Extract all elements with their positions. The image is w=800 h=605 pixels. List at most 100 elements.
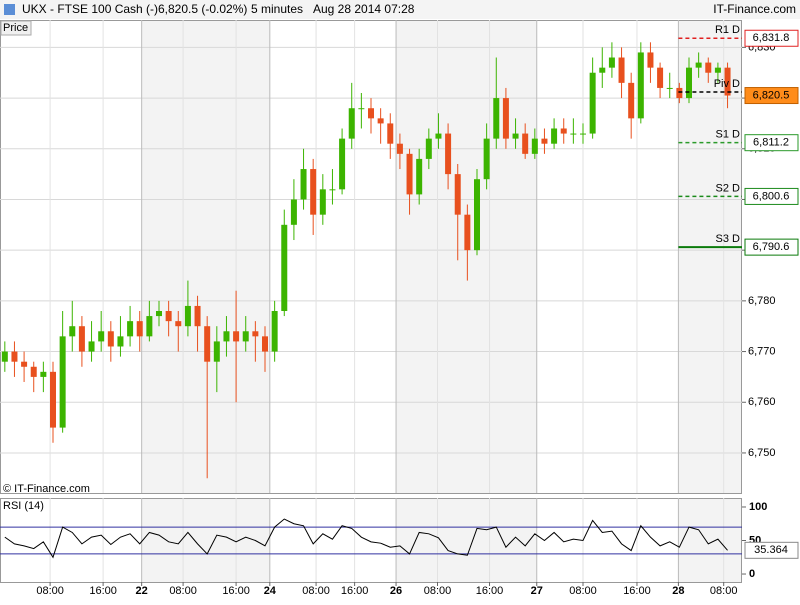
candle-body xyxy=(637,52,644,119)
candle-body xyxy=(117,336,124,347)
x-tick-label: 08:00 xyxy=(302,585,330,597)
interval: 5 minutes xyxy=(251,2,303,16)
panel-label: Price xyxy=(3,22,28,34)
candle-body xyxy=(136,321,143,337)
candle-body xyxy=(165,310,172,322)
candle-body xyxy=(233,331,240,342)
level-name: S3 D xyxy=(716,233,741,245)
level-name: R1 D xyxy=(715,24,740,36)
candle-body xyxy=(358,108,365,110)
candle-body xyxy=(599,67,606,73)
quote: 6,820.5 (-0.02%) xyxy=(158,2,247,16)
candle-body xyxy=(589,72,596,134)
candle-body xyxy=(21,361,28,367)
candle-body xyxy=(300,169,307,200)
candle-body xyxy=(50,371,56,428)
x-tick-label: 28 xyxy=(672,585,684,597)
candle-body xyxy=(512,133,519,139)
candle-body xyxy=(88,341,95,352)
candle-body xyxy=(464,214,471,251)
candle-body xyxy=(445,133,452,175)
candle-body xyxy=(98,331,105,342)
x-tick-label: 16:00 xyxy=(222,585,250,597)
candle-body xyxy=(1,351,8,362)
candle-body xyxy=(262,336,268,352)
candle-body xyxy=(387,123,394,144)
candle-body xyxy=(310,169,317,215)
candle-body xyxy=(714,67,721,73)
candle-body xyxy=(570,133,577,135)
candle-body xyxy=(319,189,326,215)
copyright: © IT-Finance.com xyxy=(3,483,90,495)
candle-body xyxy=(522,133,529,154)
candle-body xyxy=(657,67,664,88)
x-tick-label: 27 xyxy=(531,585,543,597)
candle-body xyxy=(608,57,615,68)
candle-body xyxy=(580,133,586,135)
candle-body xyxy=(618,57,625,83)
candle-body xyxy=(435,133,442,139)
candle-body xyxy=(252,331,259,337)
last-price: 6,820.5 xyxy=(753,89,790,101)
candle-body xyxy=(531,138,538,154)
last-price-box xyxy=(744,87,799,105)
candle-body xyxy=(416,158,423,195)
rsi-frame xyxy=(0,498,742,583)
candle-body xyxy=(454,174,461,215)
candle-body xyxy=(69,326,76,337)
y-tick-label: 6,780 xyxy=(748,295,776,307)
level-name: S2 D xyxy=(716,182,741,194)
candle-body xyxy=(107,331,114,347)
x-tick-label: 08:00 xyxy=(569,585,597,597)
candle-body xyxy=(705,62,712,73)
x-tick-label: 08:00 xyxy=(36,585,64,597)
candle-body xyxy=(78,326,85,352)
candle-body xyxy=(541,138,548,144)
level-value: 6,800.6 xyxy=(753,190,790,202)
x-tick-label: 08:00 xyxy=(710,585,738,597)
candle-body xyxy=(146,316,153,337)
candle-body xyxy=(175,321,182,327)
candle-body xyxy=(59,336,66,428)
candle-body xyxy=(339,138,346,190)
level-value: 6,831.8 xyxy=(753,32,790,44)
candle-body xyxy=(184,305,191,327)
candle-body xyxy=(647,52,654,68)
candle-body xyxy=(329,189,336,191)
level-box xyxy=(744,134,799,152)
candle-body xyxy=(156,310,162,317)
candle-body xyxy=(194,305,201,327)
candle-body xyxy=(40,371,47,377)
candle-body xyxy=(290,199,297,225)
candle-body xyxy=(281,224,288,311)
rsi-tick-label: 0 xyxy=(749,568,755,580)
candle-body xyxy=(30,366,37,377)
candle-body xyxy=(348,108,355,139)
candle-body xyxy=(483,138,490,180)
candle-body xyxy=(695,62,702,68)
level-value: 6,790.6 xyxy=(753,241,790,253)
level-value: 6,811.2 xyxy=(753,137,789,149)
menu-icon[interactable] xyxy=(4,4,15,15)
level-name: S1 D xyxy=(716,129,741,141)
candle-body xyxy=(377,118,384,124)
candle-body xyxy=(396,143,403,154)
candle-body xyxy=(474,179,480,251)
session-shade xyxy=(141,498,270,582)
candle-body xyxy=(204,326,211,362)
candle-body xyxy=(11,351,18,362)
session-shade xyxy=(396,20,537,493)
candle-body xyxy=(213,341,220,362)
symbol: UKX - FTSE 100 Cash (-) xyxy=(22,2,158,16)
brand: IT-Finance.com xyxy=(713,2,796,16)
session-shade xyxy=(141,20,270,493)
rsi-last: 35.364 xyxy=(754,544,788,556)
candle-body xyxy=(628,82,635,119)
x-tick-label: 16:00 xyxy=(623,585,651,597)
candle-body xyxy=(724,67,731,96)
y-tick-label: 6,770 xyxy=(748,345,776,357)
candle-body xyxy=(666,87,673,89)
x-tick-label: 08:00 xyxy=(169,585,197,597)
level-box xyxy=(744,187,799,205)
